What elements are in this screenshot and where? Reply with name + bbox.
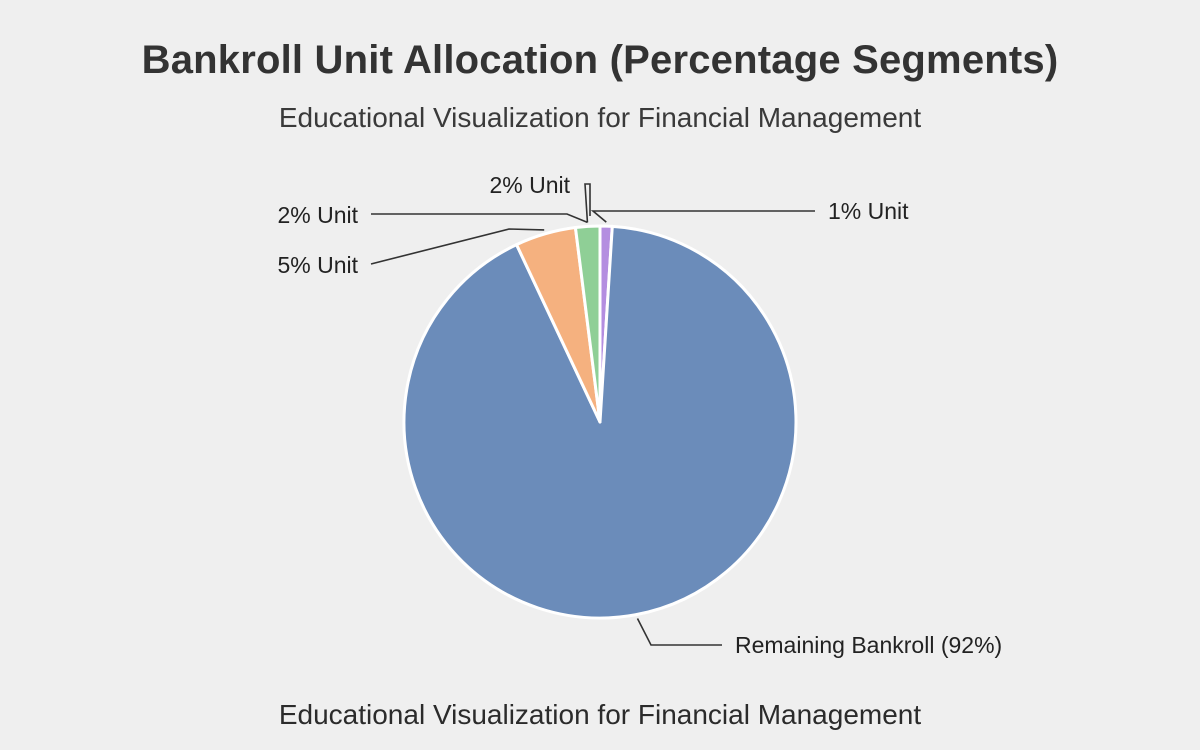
slice-label-1: Remaining Bankroll (92%) bbox=[735, 632, 1002, 658]
pie-labels: 1% Unit Remaining Bankroll (92%) 5% Unit 2%… bbox=[277, 172, 1002, 658]
leader-line-3 bbox=[371, 213, 588, 224]
slice-label-extra: 2% Unit bbox=[489, 172, 570, 198]
leader-line-1 bbox=[636, 618, 722, 646]
slice-label-2: 5% Unit bbox=[277, 252, 358, 278]
chart-subtitle: Educational Visualization for Financial … bbox=[278, 102, 922, 133]
leader-line-2 bbox=[370, 228, 545, 265]
pie-leader-lines bbox=[370, 183, 815, 646]
pie-slices bbox=[402, 224, 798, 620]
chart-title: Bankroll Unit Allocation (Percentage Seg… bbox=[141, 38, 1059, 82]
leader-line-0 bbox=[590, 210, 815, 223]
slice-label-3: 2% Unit bbox=[277, 202, 358, 228]
leader-line-extra bbox=[584, 183, 591, 223]
pie-slice-3 bbox=[573, 224, 602, 424]
chart-footer: Educational Visualization for Financial … bbox=[278, 699, 922, 730]
slice-label-0: 1% Unit bbox=[828, 198, 909, 224]
